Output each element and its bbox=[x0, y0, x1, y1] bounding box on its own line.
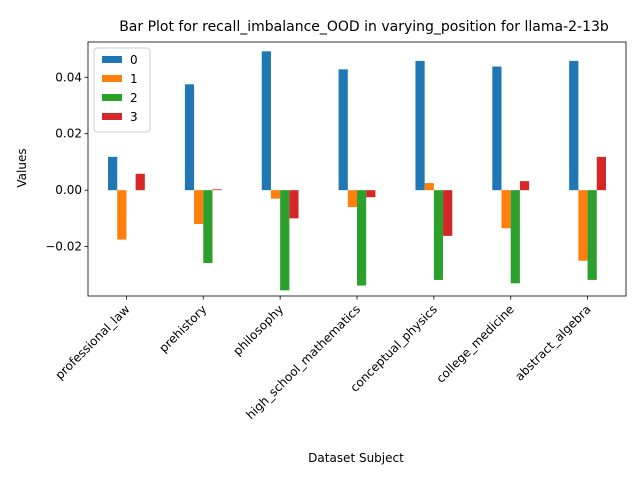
x-tick-label: philosophy bbox=[230, 302, 286, 358]
legend-label-0: 0 bbox=[130, 53, 138, 67]
y-axis-label: Values bbox=[15, 148, 29, 187]
bar-series-0-abstract_algebra bbox=[569, 60, 579, 191]
legend-swatch-0 bbox=[102, 56, 122, 63]
bar-series-1-philosophy bbox=[270, 190, 281, 199]
bar-series-1-high_school_mathematics bbox=[347, 190, 357, 208]
bar-series-2-philosophy bbox=[280, 190, 290, 291]
bar-series-3-professional_law bbox=[135, 173, 145, 191]
bar-series-2-abstract_algebra bbox=[587, 190, 597, 280]
bar-series-0-college_medicine bbox=[492, 66, 502, 191]
legend: 0 1 2 3 bbox=[93, 47, 151, 133]
bar-series-2-high_school_mathematics bbox=[357, 190, 367, 286]
y-tick-label: 0.04 bbox=[55, 70, 82, 84]
bar-series-3-high_school_mathematics bbox=[366, 190, 376, 198]
bar-series-3-prehistory bbox=[212, 189, 222, 191]
legend-box bbox=[93, 47, 151, 133]
bar-series-1-professional_law bbox=[117, 190, 127, 240]
legend-swatch-3 bbox=[102, 113, 122, 120]
x-tick-label: college_medicine bbox=[433, 302, 516, 385]
x-axis-label: Dataset Subject bbox=[308, 451, 404, 465]
y-tick-label: 0.00 bbox=[55, 183, 82, 197]
legend-label-1: 1 bbox=[130, 72, 138, 86]
bar-series-3-conceptual_physics bbox=[443, 190, 453, 236]
y-tick-label: −0.02 bbox=[45, 240, 82, 254]
bar-series-3-philosophy bbox=[289, 190, 299, 219]
legend-swatch-1 bbox=[102, 75, 122, 82]
bar-series-1-conceptual_physics bbox=[424, 183, 434, 191]
bar-series-2-prehistory bbox=[203, 190, 213, 263]
x-tick-label: professional_law bbox=[52, 302, 132, 382]
bar-series-3-college_medicine bbox=[519, 181, 530, 191]
legend-label-3: 3 bbox=[130, 110, 138, 124]
bar-series-2-conceptual_physics bbox=[433, 190, 444, 280]
bar-series-0-professional_law bbox=[108, 156, 118, 191]
bar-series-0-high_school_mathematics bbox=[338, 69, 348, 191]
bar-series-0-philosophy bbox=[261, 51, 271, 191]
legend-swatch-2 bbox=[102, 94, 122, 101]
x-tick-label: conceptual_physics bbox=[347, 302, 440, 395]
bar-series-1-college_medicine bbox=[501, 190, 511, 229]
bar-series-2-college_medicine bbox=[510, 190, 520, 284]
bar-series-1-prehistory bbox=[194, 190, 204, 225]
legend-label-2: 2 bbox=[130, 91, 138, 105]
y-tick-label: 0.02 bbox=[55, 127, 82, 141]
x-tick-label: abstract_algebra bbox=[512, 302, 593, 383]
chart-title: Bar Plot for recall_imbalance_OOD in var… bbox=[119, 19, 609, 35]
bar-series-3-abstract_algebra bbox=[596, 156, 606, 191]
bar-series-0-prehistory bbox=[184, 84, 195, 191]
bar-series-1-abstract_algebra bbox=[578, 190, 588, 261]
bar-series-0-conceptual_physics bbox=[415, 60, 425, 191]
x-tick-label: prehistory bbox=[156, 302, 209, 355]
